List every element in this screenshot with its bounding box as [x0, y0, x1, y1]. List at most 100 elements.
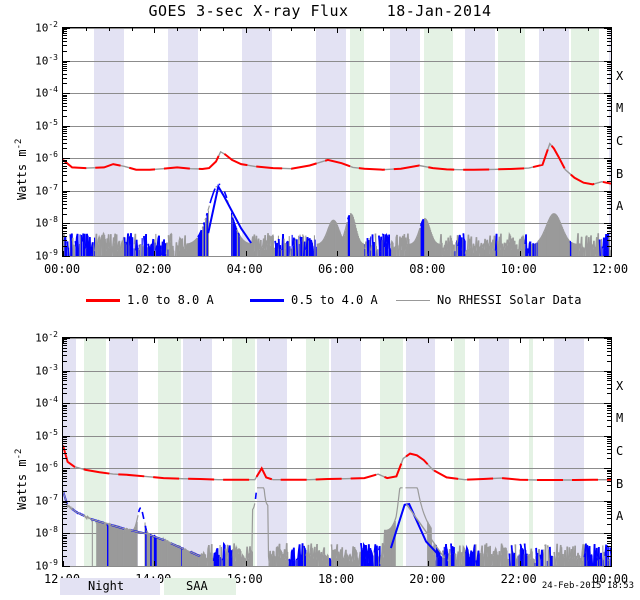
flux-trace — [63, 490, 201, 557]
no-data-fill — [312, 558, 314, 566]
short-channel-fill — [445, 544, 447, 566]
y-tick — [607, 524, 611, 525]
no-data-fill — [149, 534, 151, 566]
no-data-fill — [178, 548, 180, 566]
short-channel-fill — [297, 559, 299, 566]
short-channel-fill — [377, 557, 379, 566]
y-tick — [63, 355, 67, 356]
no-data-fill — [386, 530, 388, 566]
no-data-fill — [182, 548, 184, 566]
no-data-fill — [496, 551, 498, 566]
y-tick — [63, 439, 67, 440]
y-tick — [604, 566, 611, 567]
no-data-fill — [114, 525, 116, 566]
y-tick — [63, 371, 70, 372]
no-data-fill — [432, 236, 434, 256]
no-data-fill — [553, 213, 555, 256]
y-tick-label: 10-7 — [35, 182, 58, 198]
no-data-fill — [134, 528, 136, 566]
x-tick — [428, 28, 429, 33]
no-data-fill — [241, 558, 243, 566]
no-data-fill — [563, 230, 565, 256]
no-data-fill — [565, 235, 567, 256]
no-data-fill — [543, 233, 545, 256]
no-data-fill — [575, 560, 577, 566]
y-tick-label: 10-2 — [35, 20, 58, 35]
y-tick — [63, 192, 67, 193]
no-data-fill — [125, 241, 127, 256]
no-data-fill — [522, 237, 524, 256]
no-data-fill — [401, 246, 403, 256]
no-data-fill — [580, 558, 582, 566]
no-data-fill — [319, 550, 321, 566]
no-data-fill — [185, 245, 187, 256]
no-data-fill — [355, 550, 357, 566]
short-channel-fill — [605, 250, 607, 256]
short-channel-fill — [303, 546, 305, 566]
y-tick — [607, 236, 611, 237]
y-tick — [607, 426, 611, 427]
y-tick — [63, 139, 67, 140]
no-data-fill — [331, 544, 333, 566]
no-data-fill — [453, 251, 455, 256]
y-tick — [63, 476, 67, 477]
x-tick-minor — [451, 338, 452, 341]
y-tick — [607, 446, 611, 447]
short-channel-fill — [279, 249, 281, 256]
no-data-fill — [507, 239, 509, 256]
no-data-fill — [489, 555, 491, 566]
no-data-fill — [363, 243, 365, 256]
no-data-fill — [169, 248, 171, 256]
no-data-fill — [248, 555, 250, 566]
no-data-fill — [117, 247, 119, 256]
x-tick — [246, 28, 247, 33]
no-data-fill — [262, 248, 264, 256]
no-data-fill — [176, 242, 178, 256]
no-data-fill — [207, 565, 209, 566]
no-data-fill — [159, 539, 161, 566]
no-data-fill — [406, 246, 408, 256]
night-band — [168, 28, 198, 256]
y-tick — [607, 139, 611, 140]
no-data-fill — [148, 533, 150, 566]
no-data-fill — [607, 558, 609, 566]
gridline — [63, 566, 611, 567]
x-tick-minor — [109, 338, 110, 341]
no-data-fill — [158, 537, 160, 566]
no-data-fill — [388, 529, 390, 566]
y-tick — [63, 246, 67, 247]
y-tick — [607, 100, 611, 101]
no-data-fill — [488, 547, 490, 566]
no-data-fill — [63, 233, 65, 256]
no-data-fill — [164, 541, 166, 566]
short-channel-fill — [213, 561, 215, 566]
flare-class-label: C — [616, 134, 624, 148]
short-channel-fill — [329, 558, 331, 566]
y-tick — [607, 458, 611, 459]
no-data-fill — [508, 242, 510, 256]
no-data-fill — [463, 546, 465, 566]
no-data-fill — [428, 225, 430, 256]
no-data-fill — [365, 249, 367, 256]
y-tick — [607, 535, 611, 536]
no-data-fill — [443, 250, 445, 256]
short-channel-fill — [302, 543, 304, 566]
no-data-fill — [493, 249, 495, 256]
no-data-fill — [306, 552, 308, 566]
y-tick — [607, 405, 611, 406]
no-data-fill — [237, 553, 239, 566]
no-data-fill — [267, 244, 269, 256]
no-data-fill — [350, 556, 352, 566]
short-channel-fill — [585, 543, 587, 566]
short-channel-fill — [458, 246, 460, 256]
no-data-fill — [285, 243, 287, 256]
y-tick — [607, 406, 611, 407]
flux-trace — [63, 445, 611, 481]
short-channel-fill — [550, 557, 552, 566]
y-tick — [63, 406, 67, 407]
short-channel-fill — [370, 554, 372, 566]
no-data-fill — [179, 237, 181, 256]
y-tick — [607, 31, 611, 32]
no-data-fill — [480, 554, 482, 566]
no-data-fill — [325, 235, 327, 256]
